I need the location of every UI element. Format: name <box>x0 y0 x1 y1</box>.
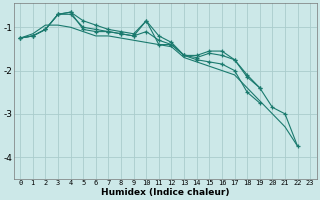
X-axis label: Humidex (Indice chaleur): Humidex (Indice chaleur) <box>101 188 229 197</box>
